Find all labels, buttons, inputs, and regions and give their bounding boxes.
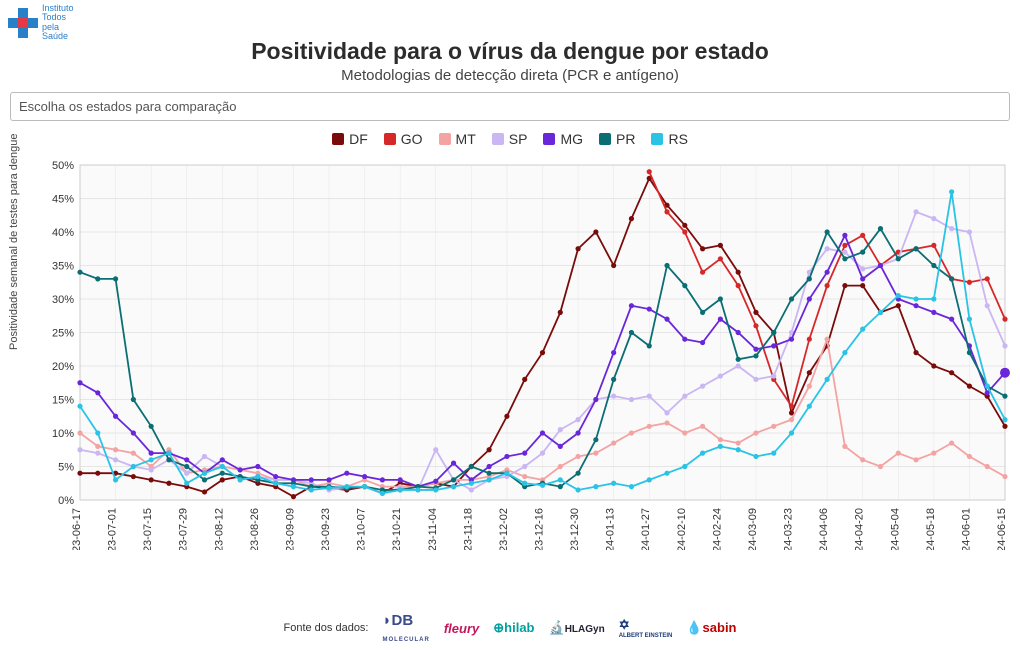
footer-label: Fonte dos dados: (283, 622, 368, 634)
svg-text:2023-08-12: 2023-08-12 (213, 508, 225, 550)
svg-text:10%: 10% (52, 428, 74, 440)
legend-item-rs[interactable]: RS (651, 131, 687, 147)
svg-text:2023-12-30: 2023-12-30 (569, 508, 581, 550)
svg-text:20%: 20% (52, 361, 74, 373)
svg-text:2024-03-09: 2024-03-09 (747, 508, 759, 550)
svg-text:2023-12-16: 2023-12-16 (534, 508, 546, 550)
data-sources-footer: Fonte dos dados: ◗DBMOLECULAR fleury ⊕hi… (0, 612, 1020, 644)
svg-text:25%: 25% (52, 328, 74, 340)
svg-text:2023-09-23: 2023-09-23 (320, 508, 332, 550)
source-hlagyn: 🔬HLAGyn (549, 620, 605, 636)
svg-text:2023-10-21: 2023-10-21 (391, 508, 403, 550)
svg-text:2023-12-02: 2023-12-02 (498, 508, 510, 550)
legend-label: PR (616, 131, 635, 147)
svg-text:2024-04-20: 2024-04-20 (854, 508, 866, 550)
legend-item-pr[interactable]: PR (599, 131, 635, 147)
legend-swatch (384, 133, 396, 145)
legend-swatch (543, 133, 555, 145)
legend-label: RS (668, 131, 687, 147)
source-einstein: ✡ALBERT EINSTEIN (619, 617, 673, 639)
svg-text:5%: 5% (58, 462, 74, 474)
legend-label: MT (456, 131, 476, 147)
svg-text:2023-06-17: 2023-06-17 (71, 508, 83, 550)
svg-text:2023-07-29: 2023-07-29 (178, 508, 190, 550)
svg-text:35%: 35% (52, 261, 74, 273)
chart-title: Positividade para o vírus da dengue por … (0, 38, 1020, 65)
legend-label: SP (509, 131, 528, 147)
svg-text:45%: 45% (52, 194, 74, 206)
svg-text:2024-06-15: 2024-06-15 (996, 508, 1008, 550)
svg-text:2024-06-01: 2024-06-01 (960, 508, 972, 550)
legend-swatch (492, 133, 504, 145)
svg-text:2024-02-24: 2024-02-24 (711, 508, 723, 550)
legend-label: GO (401, 131, 423, 147)
legend-swatch (332, 133, 344, 145)
legend-item-go[interactable]: GO (384, 131, 423, 147)
legend-item-df[interactable]: DF (332, 131, 368, 147)
chart-subtitle: Metodologias de detecção direta (PCR e a… (0, 67, 1020, 84)
svg-text:30%: 30% (52, 294, 74, 306)
svg-text:15%: 15% (52, 395, 74, 407)
chart-legend: DF GO MT SP MG PR RS (0, 131, 1020, 147)
svg-text:2024-05-18: 2024-05-18 (925, 508, 937, 550)
legend-item-mt[interactable]: MT (439, 131, 476, 147)
svg-text:2024-05-04: 2024-05-04 (889, 508, 901, 550)
chart-area: 0% 5% 10% 15% 20% 25% 30% 35% 40% 45% 50% 2023-06-1… (30, 160, 1010, 550)
svg-text:2023-07-01: 2023-07-01 (107, 508, 119, 550)
state-selector[interactable]: Escolha os estados para comparação (10, 92, 1010, 121)
source-fleury: fleury (444, 621, 479, 636)
svg-text:2024-03-23: 2024-03-23 (783, 508, 795, 550)
svg-text:50%: 50% (52, 160, 74, 172)
legend-item-mg[interactable]: MG (543, 131, 583, 147)
svg-text:2024-01-13: 2024-01-13 (605, 508, 617, 550)
legend-label: MG (560, 131, 583, 147)
svg-text:2023-11-18: 2023-11-18 (462, 508, 474, 550)
svg-text:2023-07-15: 2023-07-15 (142, 508, 154, 550)
svg-text:0%: 0% (58, 495, 74, 507)
legend-swatch (439, 133, 451, 145)
legend-item-sp[interactable]: SP (492, 131, 528, 147)
y-axis-label: Positividade semanal de testes para deng… (8, 134, 20, 350)
source-db-molecular: ◗DBMOLECULAR (383, 612, 430, 644)
svg-text:2023-10-07: 2023-10-07 (356, 508, 368, 550)
svg-text:2023-08-26: 2023-08-26 (249, 508, 261, 550)
svg-text:2023-09-09: 2023-09-09 (284, 508, 296, 550)
source-hilab: ⊕hilab (493, 620, 534, 636)
legend-label: DF (349, 131, 368, 147)
svg-text:2024-02-10: 2024-02-10 (676, 508, 688, 550)
legend-swatch (651, 133, 663, 145)
legend-swatch (599, 133, 611, 145)
svg-text:2023-11-04: 2023-11-04 (427, 508, 439, 550)
svg-text:2024-01-27: 2024-01-27 (640, 508, 652, 550)
svg-text:40%: 40% (52, 227, 74, 239)
svg-text:2024-04-06: 2024-04-06 (818, 508, 830, 550)
source-sabin: 💧sabin (686, 620, 736, 636)
logo-text: Instituto Todos pela Saúde (42, 4, 74, 42)
org-logo: Instituto Todos pela Saúde (8, 4, 74, 42)
logo-mark (8, 8, 38, 38)
